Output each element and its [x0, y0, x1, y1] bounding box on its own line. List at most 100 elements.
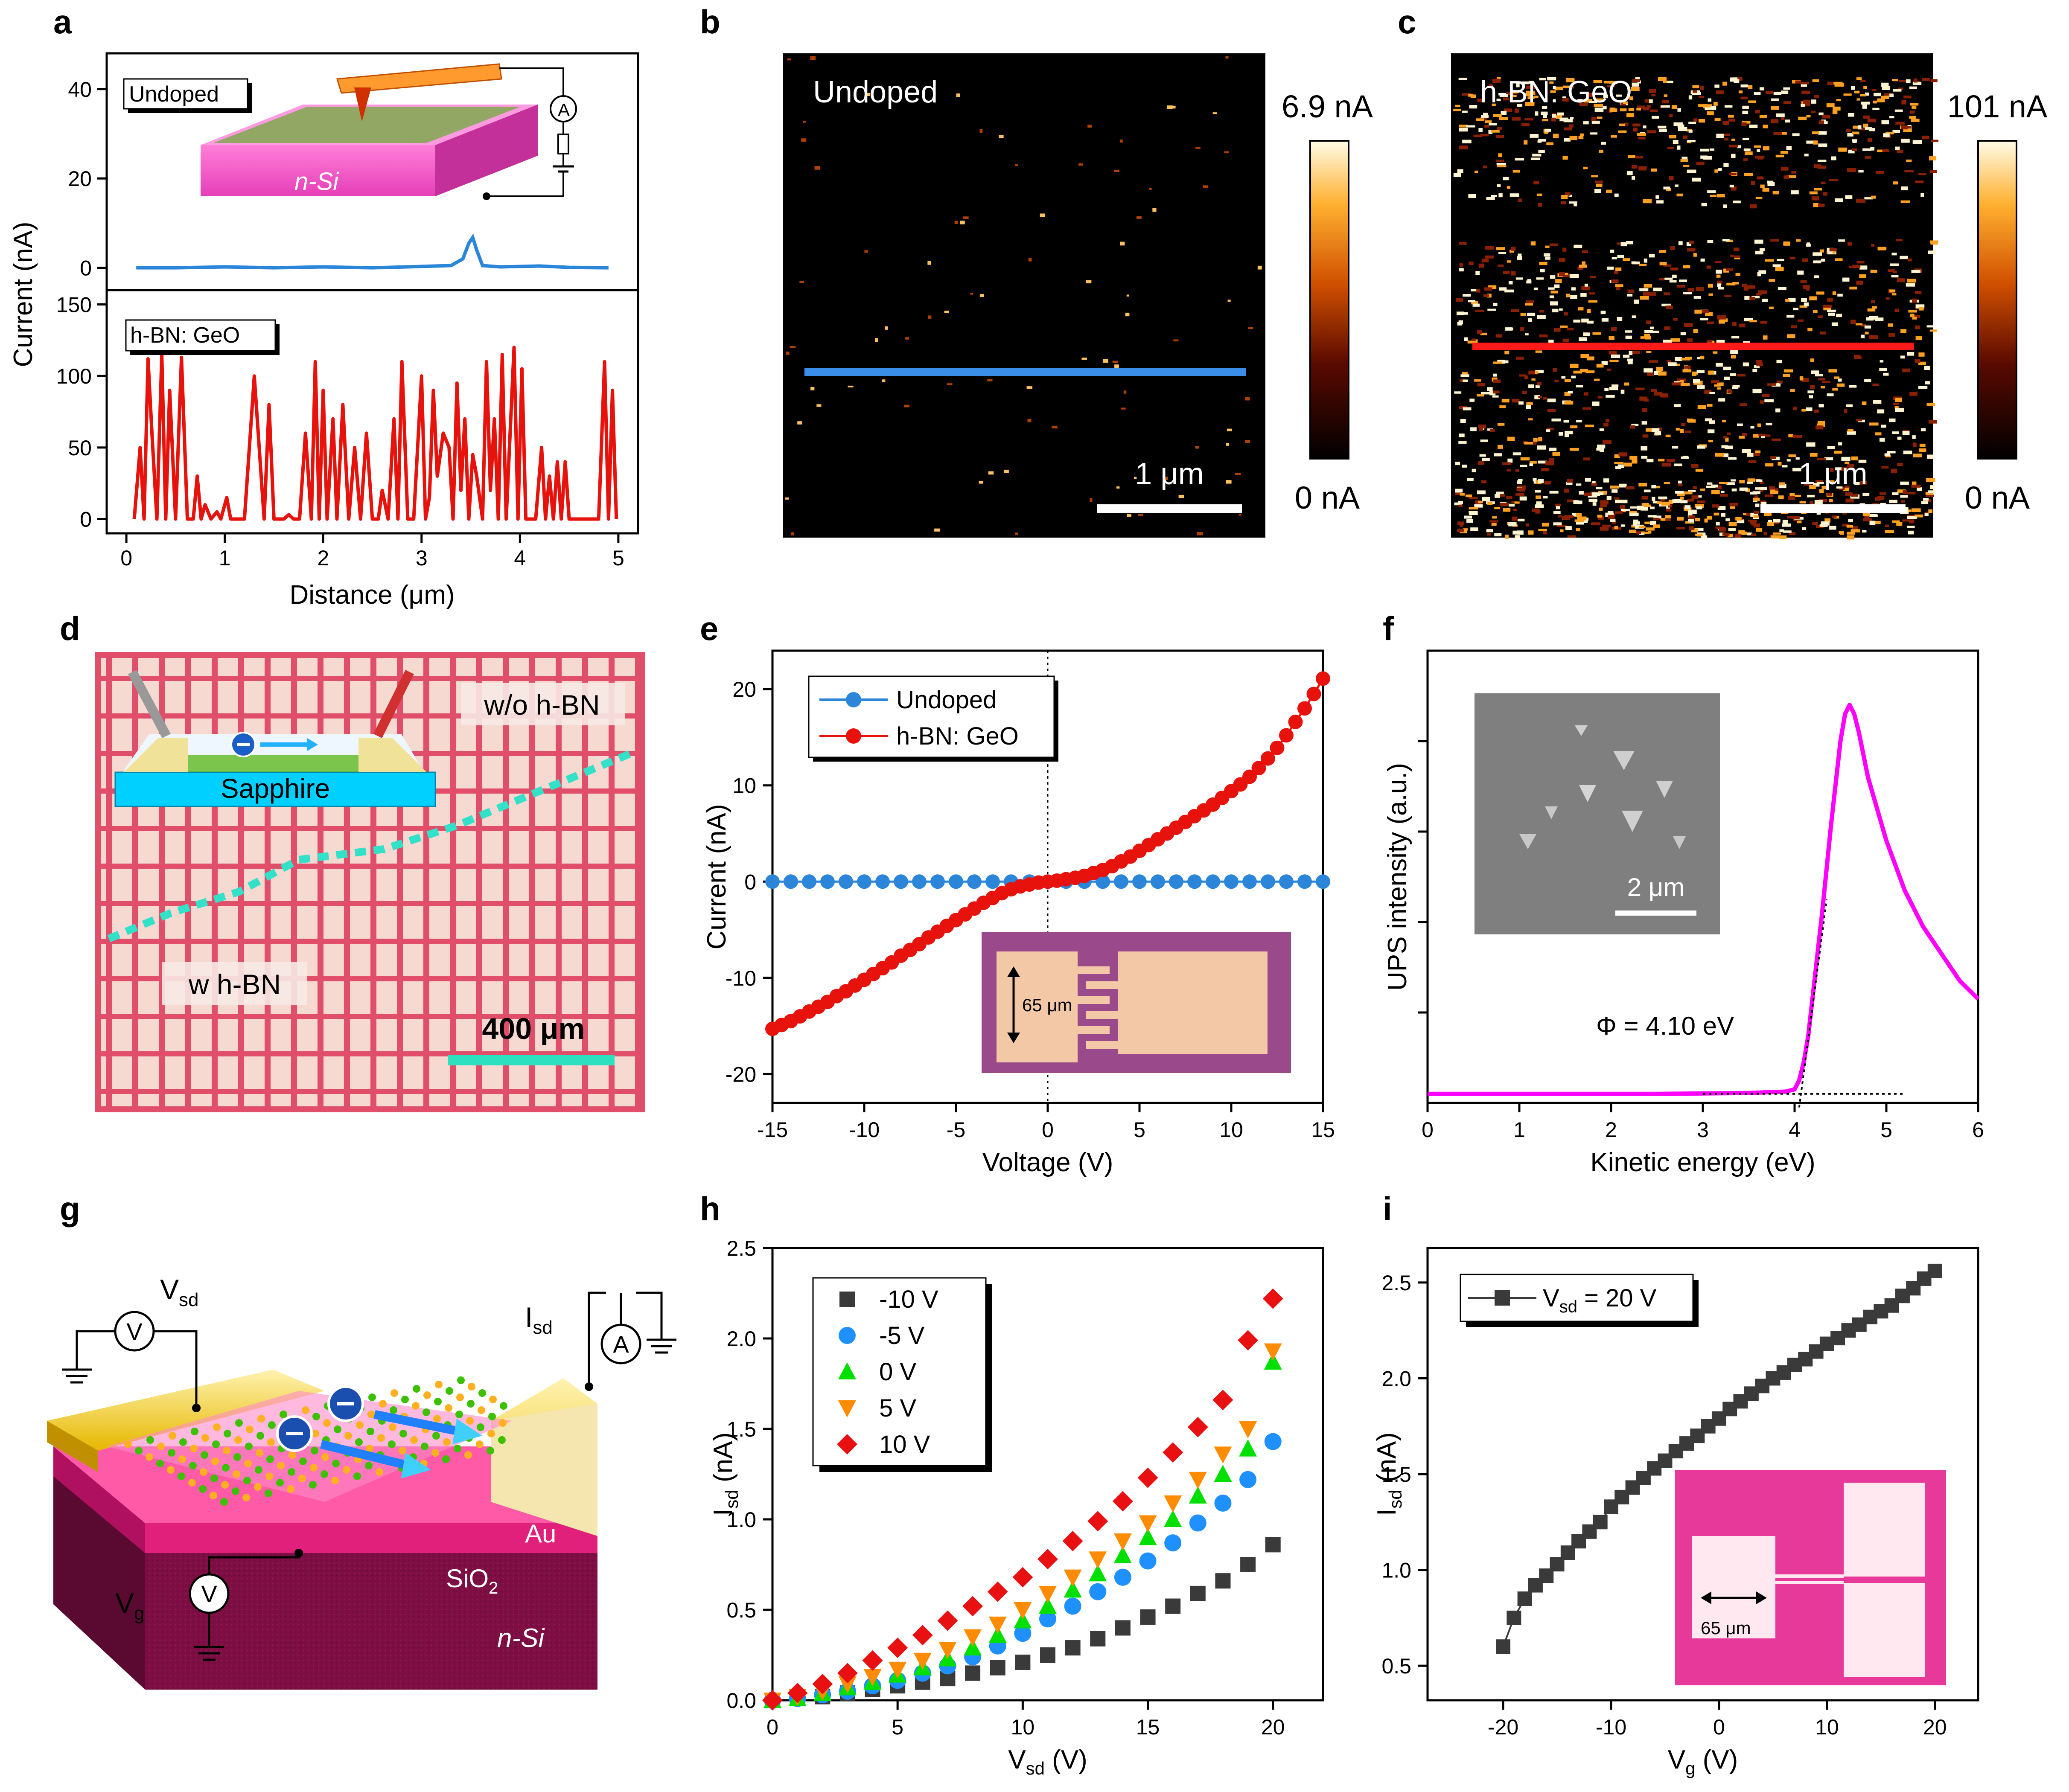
b-speckle [1028, 258, 1032, 262]
c-speckle [1527, 279, 1531, 282]
c-speckle [1647, 130, 1657, 134]
g-atom [431, 1449, 439, 1457]
c-speckle [1903, 95, 1912, 99]
g-atom [377, 1434, 385, 1442]
c-speckle [1871, 300, 1875, 303]
e-point-undoped [839, 874, 853, 889]
b-speckle [1167, 105, 1173, 109]
g-atom [367, 1428, 374, 1435]
c-speckle [1670, 267, 1679, 271]
c-speckle [1862, 530, 1867, 533]
c-speckle [1703, 104, 1712, 108]
c-speckle [1519, 374, 1526, 377]
c-speckle [1458, 78, 1467, 80]
c-speckle [1755, 110, 1760, 113]
c-speckle [1658, 496, 1667, 500]
c-speckle [1493, 303, 1498, 306]
c-speckle [1491, 523, 1497, 526]
c-speckle [1763, 335, 1768, 340]
c-speckle [1743, 158, 1748, 161]
c-speckle [1791, 325, 1797, 328]
g-atom [365, 1462, 373, 1469]
c-speckle [1465, 494, 1472, 497]
c-speckle [1693, 118, 1698, 122]
g-sio2-front [145, 1523, 597, 1553]
c-speckle [1688, 515, 1695, 520]
d-label-with: w h-BN [188, 969, 281, 1000]
c-speckle [1672, 499, 1682, 503]
c-speckle [1818, 204, 1825, 207]
c-speckle [1877, 409, 1885, 414]
c-speckle [1716, 363, 1723, 367]
c-speckle [1723, 436, 1727, 439]
c-speckle [1821, 386, 1825, 389]
c-speckle [1795, 80, 1801, 84]
c-speckle [1542, 119, 1548, 122]
c-speckle [1812, 522, 1818, 525]
c-speckle [1869, 315, 1879, 320]
c-speckle [1555, 279, 1562, 283]
c-speckle [1696, 161, 1705, 165]
c-speckle [1541, 468, 1550, 471]
h-legend: -10 V-5 V0 V5 V10 V [812, 1277, 992, 1472]
c-speckle [1871, 195, 1876, 199]
c-speckle [1627, 289, 1635, 294]
c-speckle [1611, 354, 1620, 358]
c-speckle [1902, 368, 1910, 372]
c-speckle [1816, 291, 1824, 295]
c-speckle [1831, 322, 1838, 326]
c-speckle [1515, 469, 1519, 472]
c-speckle [1926, 495, 1934, 497]
c-speckle [1515, 493, 1524, 496]
c-speckle [1751, 533, 1757, 536]
c-speckle [1681, 358, 1690, 361]
c-speckle [1497, 127, 1502, 130]
c-speckle [1539, 310, 1544, 313]
c-speckle [1731, 154, 1736, 158]
g-vg-label: Vg [115, 1587, 145, 1624]
c-speckle [1462, 111, 1468, 113]
c-speckle [1611, 489, 1618, 493]
c-speckle [1504, 289, 1514, 293]
c-speckle [1498, 265, 1504, 267]
c-speckle [1900, 495, 1908, 498]
c-speckle [1499, 405, 1506, 408]
h-point-10V [1187, 1417, 1208, 1437]
b-speckle [866, 93, 871, 96]
b-speckle [1165, 477, 1168, 480]
c-speckle [1632, 460, 1638, 464]
c-speckle [1779, 529, 1784, 532]
h-point-5V [1164, 1495, 1182, 1513]
c-speckle [1906, 159, 1912, 162]
c-speckle [1580, 369, 1588, 372]
b-speckle [875, 338, 878, 342]
c-speckle [1747, 532, 1753, 535]
c-speckle [1830, 250, 1836, 254]
c-speckle [1843, 93, 1852, 96]
c-speckle [1615, 511, 1623, 514]
g-atom [276, 1479, 284, 1487]
h-point-5V [1064, 1569, 1082, 1587]
c-speckle [1654, 392, 1663, 396]
c-speckle [1581, 520, 1588, 523]
i-xtick-label: 10 [1815, 1715, 1839, 1739]
g-atom [179, 1438, 187, 1446]
c-speckle [1525, 303, 1533, 306]
c-speckle [1851, 493, 1858, 497]
c-speckle [1723, 163, 1729, 167]
panel-i: -20 -10 0 10 200.51.01.52.02.5 65 μm Vsd = 2… [1372, 1247, 1979, 1778]
c-speckle [1642, 408, 1647, 413]
c-speckle [1832, 291, 1836, 295]
f-xtick-label: 3 [1697, 1118, 1709, 1142]
c-speckle [1577, 267, 1584, 270]
c-speckle [1828, 369, 1838, 373]
g-atom [489, 1396, 497, 1403]
c-speckle [1661, 303, 1671, 307]
h-point--5V [1189, 1514, 1206, 1532]
c-speckle [1570, 425, 1578, 428]
c-speckle [1811, 99, 1816, 104]
c-speckle [1778, 462, 1782, 466]
g-atom [201, 1434, 209, 1442]
c-speckle [1455, 462, 1460, 465]
c-speckle [1682, 369, 1692, 372]
